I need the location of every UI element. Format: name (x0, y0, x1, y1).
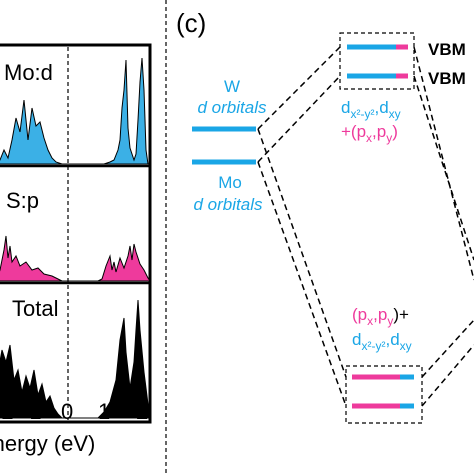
mo-d-pdos-curve (0, 57, 149, 165)
d-bot-sub1: x²-y² (361, 339, 385, 353)
p-top-suffix: ) (392, 122, 398, 141)
d-top-sub1: x²-y² (350, 107, 374, 121)
connector-vbm-to-right-1 (413, 46, 474, 281)
p-top-sep: ,p (372, 122, 386, 141)
d-bot-sep: ,d (385, 330, 399, 349)
mo-d-panel-label: Mo:d (4, 60, 53, 85)
w-label: W (224, 77, 240, 96)
x-tick-m1: -1 (22, 399, 42, 424)
s-p-pdos-curve (0, 235, 151, 282)
connector-bottom-to-right-2 (421, 344, 474, 407)
d-top-sep: ,d (374, 98, 388, 117)
orbital-diagram: (c) W d orbitals Mo d orbitals VBM VBM d… (176, 8, 474, 424)
d-top-sub2: xy (389, 107, 401, 121)
s-p-panel-label: S:p (6, 188, 39, 213)
vbm-label-1: VBM (428, 40, 466, 59)
vbm-box (339, 32, 415, 90)
vbm-label-2: VBM (428, 69, 466, 88)
p-bot-prefix: (p (352, 305, 367, 324)
pdos-panel: Mo:d S:p Total -2 -1 0 1 2 Energy (eV) (0, 43, 152, 456)
mo-orbitals-label: d orbitals (194, 195, 263, 214)
x-axis-label: Energy (eV) (0, 431, 95, 456)
p-top-prefix: +(p (341, 122, 366, 141)
p-bot-sub1: x (367, 314, 373, 328)
pdos-frame (0, 43, 152, 424)
mo-label: Mo (218, 173, 242, 192)
p-orbital-char-top: +(px,py) (341, 122, 398, 145)
p-orbital-char-bottom: (px,py)+ (352, 305, 409, 328)
panel-label-c: (c) (176, 8, 206, 38)
d-bot-base: d (352, 330, 361, 349)
d-bot-sub2: xy (400, 339, 412, 353)
connector-w-to-vbm-2 (257, 75, 341, 163)
connector-mo-to-bottom-2 (257, 161, 347, 407)
p-top-sub1: x (366, 131, 372, 145)
d-orbital-char-bottom: dx²-y²,dxy (352, 330, 412, 353)
p-bot-sub2: y (387, 314, 393, 328)
d-orbital-char-top: dx²-y²,dxy (341, 98, 401, 121)
x-tick-0: 0 (61, 399, 73, 424)
p-bot-suffix: )+ (393, 305, 409, 324)
p-bot-sep: ,p (373, 305, 387, 324)
w-orbitals-label: d orbitals (198, 98, 267, 117)
total-dos-curve (0, 299, 151, 419)
x-tick-1: 1 (98, 399, 110, 424)
connector-bottom-to-right-1 (421, 319, 474, 378)
connector-w-to-bottom-1 (257, 128, 347, 378)
bottom-level-box (345, 365, 423, 424)
x-tick-m2: -2 (0, 399, 14, 424)
total-panel-label: Total (12, 296, 58, 321)
p-top-sub2: y (386, 131, 392, 145)
d-top-base: d (341, 98, 350, 117)
connector-vbm-to-right-2 (413, 75, 474, 261)
x-tick-2: 2 (136, 399, 148, 424)
